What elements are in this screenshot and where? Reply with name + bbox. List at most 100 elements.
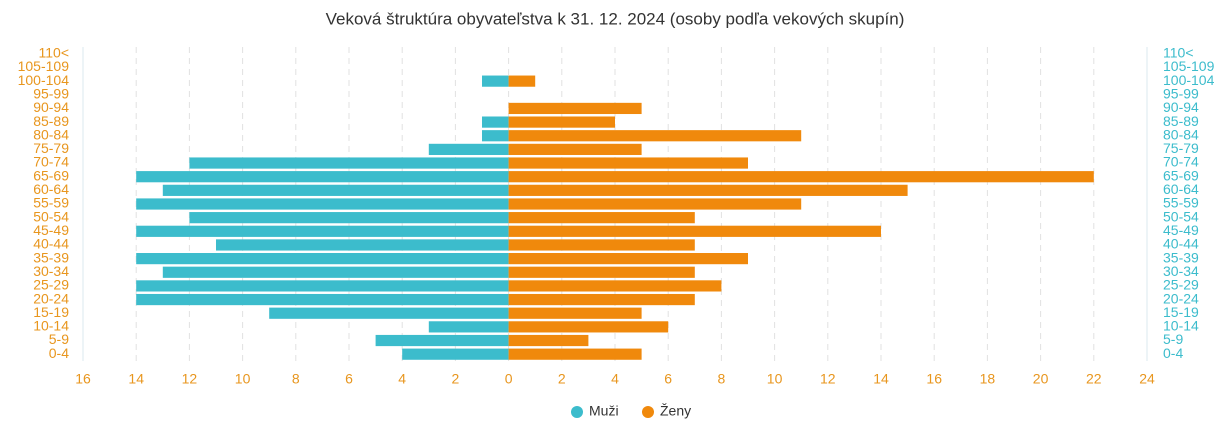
x-tick-label: 2 — [558, 371, 566, 387]
y-tick-label: 20-24 — [33, 290, 69, 306]
bar — [162, 266, 509, 278]
x-tick-label: 2 — [452, 371, 460, 387]
bar — [162, 184, 509, 196]
y-tick-label: 0-4 — [1163, 345, 1183, 361]
bar — [508, 293, 695, 306]
x-tick-label: 12 — [182, 371, 198, 387]
bar — [508, 307, 642, 319]
y-tick-label: 105-109 — [1163, 58, 1215, 74]
bar — [508, 280, 722, 292]
chart-title: Veková štruktúra obyvateľstva k 31. 12. … — [326, 9, 905, 28]
y-tick-label: 55-59 — [33, 195, 69, 211]
bar — [508, 184, 908, 196]
bar — [508, 253, 748, 265]
bar — [508, 212, 695, 224]
y-tick-label: 60-64 — [1163, 181, 1199, 197]
bar — [508, 321, 669, 333]
x-tick-label: 18 — [980, 371, 996, 387]
y-tick-label: 60-64 — [33, 181, 69, 197]
y-tick-label: 30-34 — [1163, 263, 1199, 279]
y-tick-label: 105-109 — [18, 58, 70, 74]
y-tick-label: 80-84 — [33, 126, 69, 142]
y-tick-label: 30-34 — [33, 263, 69, 279]
bar — [189, 212, 509, 224]
y-tick-label: 45-49 — [33, 222, 69, 238]
y-tick-label: 75-79 — [1163, 140, 1199, 156]
y-tick-label: 110< — [1163, 45, 1194, 61]
y-tick-label: 85-89 — [33, 113, 69, 129]
y-tick-label: 80-84 — [1163, 126, 1199, 142]
bar — [508, 198, 802, 210]
bar — [428, 143, 509, 155]
bar — [508, 130, 802, 142]
y-tick-label: 40-44 — [1163, 236, 1199, 252]
y-tick-label: 45-49 — [1163, 222, 1199, 238]
bar — [375, 334, 509, 347]
legend-marker — [571, 406, 583, 418]
bar — [508, 225, 881, 237]
bar — [136, 171, 509, 183]
bar — [482, 75, 509, 87]
y-tick-label: 55-59 — [1163, 195, 1199, 211]
y-tick-label: 90-94 — [33, 99, 69, 115]
legend-label: Muži — [589, 403, 619, 419]
bar — [136, 253, 509, 265]
y-tick-label: 95-99 — [1163, 85, 1199, 101]
y-tick-label: 65-69 — [1163, 167, 1199, 183]
y-tick-label: 100-104 — [1163, 72, 1215, 88]
bar — [136, 225, 509, 237]
bar — [136, 198, 509, 210]
y-tick-label: 85-89 — [1163, 113, 1199, 129]
bar — [269, 307, 509, 319]
y-tick-label: 20-24 — [1163, 290, 1199, 306]
bar — [508, 102, 642, 115]
y-tick-label: 15-19 — [33, 304, 69, 320]
y-tick-label: 65-69 — [33, 167, 69, 183]
y-tick-label: 100-104 — [18, 72, 70, 88]
y-tick-label: 5-9 — [49, 331, 69, 347]
x-tick-label: 20 — [1033, 371, 1049, 387]
bar — [136, 293, 509, 306]
x-tick-label: 0 — [505, 371, 513, 387]
bar — [508, 266, 695, 278]
y-tick-label: 10-14 — [33, 318, 69, 334]
y-tick-label: 110< — [39, 45, 70, 61]
y-tick-label: 50-54 — [33, 208, 69, 224]
y-tick-label: 0-4 — [49, 345, 69, 361]
bar — [136, 280, 509, 292]
x-tick-label: 6 — [345, 371, 353, 387]
bar — [428, 321, 509, 333]
x-tick-label: 22 — [1086, 371, 1102, 387]
x-tick-label: 14 — [873, 371, 889, 387]
bar — [508, 239, 695, 251]
bar — [482, 130, 509, 142]
bar — [508, 334, 589, 347]
y-tick-label: 15-19 — [1163, 304, 1199, 320]
x-tick-label: 10 — [767, 371, 783, 387]
x-tick-label: 14 — [128, 371, 144, 387]
x-tick-label: 12 — [820, 371, 836, 387]
bar — [508, 171, 1094, 183]
legend-label: Ženy — [660, 403, 691, 419]
y-tick-label: 75-79 — [33, 140, 69, 156]
y-tick-label: 70-74 — [1163, 154, 1199, 170]
y-tick-label: 40-44 — [33, 236, 69, 252]
bar — [508, 75, 536, 87]
x-tick-label: 24 — [1139, 371, 1155, 387]
y-tick-label: 5-9 — [1163, 331, 1183, 347]
x-tick-label: 16 — [75, 371, 91, 387]
x-tick-label: 6 — [664, 371, 672, 387]
y-tick-label: 10-14 — [1163, 318, 1199, 334]
bar — [508, 348, 642, 360]
bar — [508, 116, 615, 128]
bar — [508, 143, 642, 155]
y-tick-label: 90-94 — [1163, 99, 1199, 115]
bar — [189, 157, 509, 169]
x-tick-label: 10 — [235, 371, 251, 387]
x-tick-label: 8 — [718, 371, 726, 387]
y-tick-label: 25-29 — [33, 277, 69, 293]
y-tick-label: 70-74 — [33, 154, 69, 170]
bar — [402, 348, 509, 360]
bar — [508, 157, 748, 169]
